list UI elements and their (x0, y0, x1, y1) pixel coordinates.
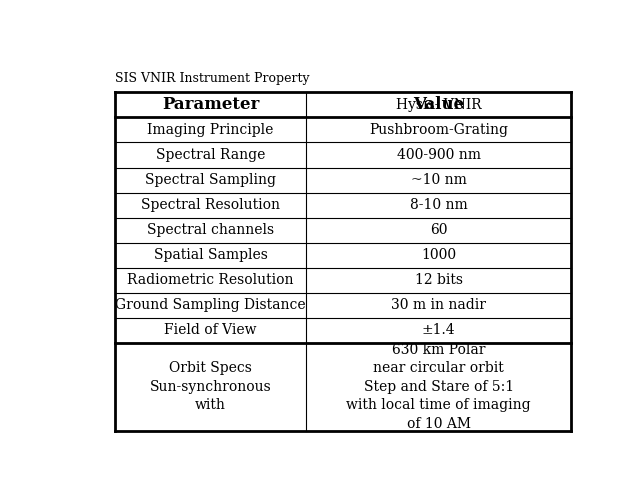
Text: Orbit Specs
Sun-synchronous
with: Orbit Specs Sun-synchronous with (150, 361, 271, 412)
Text: Spectral Range: Spectral Range (156, 148, 265, 162)
Text: Spectral channels: Spectral channels (147, 223, 274, 237)
Text: 60: 60 (430, 223, 447, 237)
Text: 8-10 nm: 8-10 nm (410, 198, 468, 212)
Text: Spectral Sampling: Spectral Sampling (145, 173, 276, 187)
Text: Ground Sampling Distance: Ground Sampling Distance (115, 298, 306, 312)
Text: 1000: 1000 (421, 248, 456, 262)
Text: 630 km Polar
near circular orbit
Step and Stare of 5:1
with local time of imagin: 630 km Polar near circular orbit Step an… (346, 343, 531, 430)
Text: Spatial Samples: Spatial Samples (154, 248, 268, 262)
Text: 400-900 nm: 400-900 nm (397, 148, 481, 162)
Text: Imaging Principle: Imaging Principle (147, 123, 274, 137)
Text: 30 m in nadir: 30 m in nadir (391, 298, 486, 312)
Text: SIS VNIR Instrument Property: SIS VNIR Instrument Property (115, 72, 309, 85)
Text: Hysis- VNIR: Hysis- VNIR (396, 98, 481, 112)
Text: 12 bits: 12 bits (415, 273, 463, 287)
Text: Pushbroom-Grating: Pushbroom-Grating (369, 123, 508, 137)
Text: Spectral Resolution: Spectral Resolution (141, 198, 280, 212)
Text: Field of View: Field of View (164, 324, 257, 337)
Text: Parameter: Parameter (162, 97, 259, 113)
Text: ~10 nm: ~10 nm (411, 173, 467, 187)
Text: Value: Value (413, 97, 464, 113)
Text: ±1.4: ±1.4 (422, 324, 456, 337)
Text: Radiometric Resolution: Radiometric Resolution (127, 273, 294, 287)
